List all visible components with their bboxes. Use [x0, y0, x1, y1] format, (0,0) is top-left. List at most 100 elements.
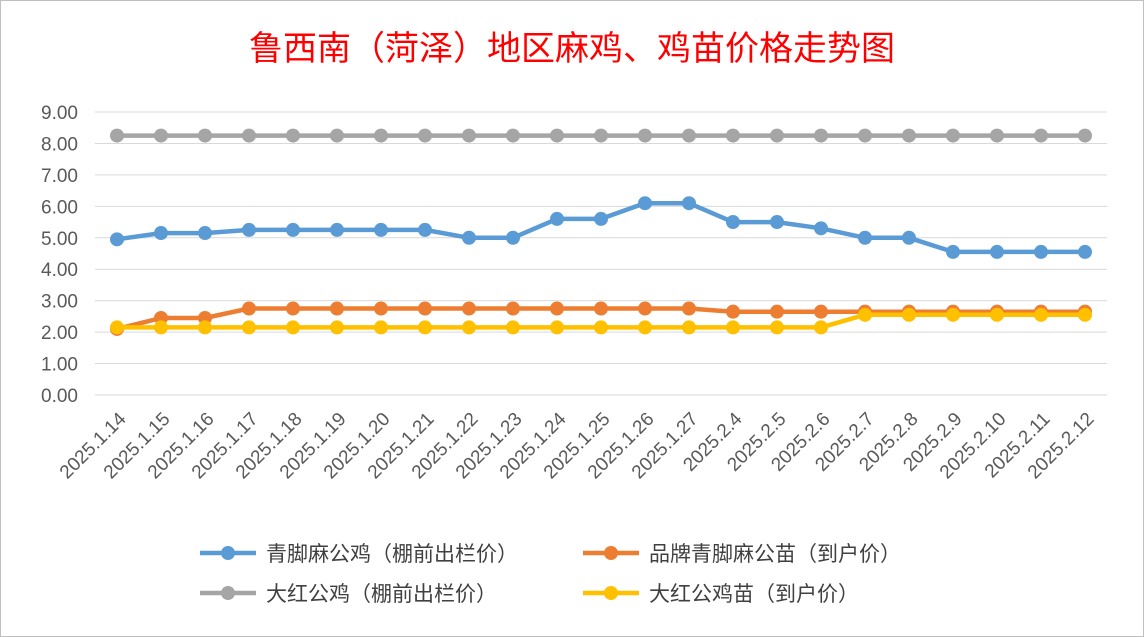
data-point: [418, 320, 432, 335]
data-point: [550, 320, 564, 335]
data-point: [374, 222, 388, 237]
data-point: [462, 301, 476, 316]
data-point: [594, 128, 608, 143]
legend: 青脚麻公鸡（棚前出栏价） 品牌青脚麻公苗（到户价） 大红公鸡（棚前出栏价） 大红公鸡苗…: [200, 542, 901, 606]
series-0: [110, 196, 1092, 259]
data-point: [242, 222, 256, 237]
data-point: [990, 244, 1004, 259]
data-point: [242, 128, 256, 143]
y-tick-label: 8.00: [41, 134, 78, 155]
data-point: [550, 301, 564, 316]
data-point: [1078, 307, 1092, 322]
data-point: [1078, 244, 1092, 259]
data-point: [990, 128, 1004, 143]
data-point: [550, 211, 564, 226]
data-point: [506, 230, 520, 245]
y-tick-label: 6.00: [41, 197, 78, 218]
data-point: [1034, 307, 1048, 322]
data-point: [286, 301, 300, 316]
data-point: [682, 128, 696, 143]
data-point: [726, 215, 740, 230]
series-layer: [110, 128, 1092, 336]
data-point: [110, 320, 124, 335]
data-point: [858, 128, 872, 143]
y-tick-label: 3.00: [41, 292, 78, 313]
data-point: [770, 215, 784, 230]
data-point: [814, 128, 828, 143]
legend-item: 品牌青脚麻公苗（到户价）: [583, 542, 901, 566]
legend-label: 品牌青脚麻公苗（到户价）: [649, 542, 901, 566]
data-point: [330, 301, 344, 316]
data-point: [462, 320, 476, 335]
data-point: [154, 128, 168, 143]
data-point: [418, 301, 432, 316]
data-point: [154, 320, 168, 335]
data-point: [858, 307, 872, 322]
data-point: [726, 320, 740, 335]
data-point: [418, 128, 432, 143]
data-point: [770, 304, 784, 319]
data-point: [110, 128, 124, 143]
data-point: [770, 128, 784, 143]
legend-item: 大红公鸡苗（到户价）: [583, 582, 859, 606]
data-point: [198, 128, 212, 143]
data-point: [638, 196, 652, 211]
data-point: [462, 230, 476, 245]
data-point: [858, 230, 872, 245]
data-point: [286, 320, 300, 335]
legend-swatch-marker: [604, 586, 618, 600]
data-point: [462, 128, 476, 143]
data-point: [374, 128, 388, 143]
y-tick-label: 7.00: [41, 166, 78, 187]
data-point: [638, 301, 652, 316]
y-tick-label: 5.00: [41, 229, 78, 250]
x-axis-ticks: 2025.1.142025.1.152025.1.162025.1.172025…: [56, 408, 1099, 483]
data-point: [946, 128, 960, 143]
data-point: [726, 128, 740, 143]
data-point: [902, 307, 916, 322]
y-tick-label: 9.00: [41, 103, 78, 124]
data-point: [594, 301, 608, 316]
data-point: [374, 320, 388, 335]
series-line: [114, 200, 1088, 255]
y-tick-label: 0.00: [41, 386, 78, 407]
y-tick-label: 1.00: [41, 355, 78, 376]
y-axis-ticks: 0.00 1.00 2.00 3.00 4.00 5.00 6.00 7.00 8.00 9.00: [41, 103, 78, 407]
data-point: [1034, 244, 1048, 259]
data-point: [638, 320, 652, 335]
series-3: [110, 307, 1092, 335]
data-point: [330, 222, 344, 237]
data-point: [418, 222, 432, 237]
data-point: [330, 320, 344, 335]
data-point: [902, 230, 916, 245]
data-point: [638, 128, 652, 143]
data-point: [506, 301, 520, 316]
data-point: [154, 226, 168, 241]
data-point: [946, 307, 960, 322]
data-point: [198, 320, 212, 335]
data-point: [110, 232, 124, 247]
data-point: [242, 320, 256, 335]
data-point: [506, 128, 520, 143]
legend-item: 大红公鸡（棚前出栏价）: [200, 582, 497, 606]
data-point: [242, 301, 256, 316]
data-point: [594, 211, 608, 226]
data-point: [330, 128, 344, 143]
y-tick-label: 4.00: [41, 260, 78, 281]
data-point: [682, 320, 696, 335]
legend-item: 青脚麻公鸡（棚前出栏价）: [200, 542, 518, 566]
data-point: [682, 196, 696, 211]
legend-swatch-marker: [221, 586, 235, 600]
data-point: [1034, 128, 1048, 143]
legend-label: 大红公鸡苗（到户价）: [649, 582, 859, 606]
data-point: [550, 128, 564, 143]
legend-swatch-marker: [604, 546, 618, 560]
legend-label: 大红公鸡（棚前出栏价）: [266, 582, 497, 606]
data-point: [506, 320, 520, 335]
data-point: [814, 221, 828, 236]
series-2: [110, 128, 1092, 143]
data-point: [726, 304, 740, 319]
data-point: [374, 301, 388, 316]
data-point: [814, 320, 828, 335]
